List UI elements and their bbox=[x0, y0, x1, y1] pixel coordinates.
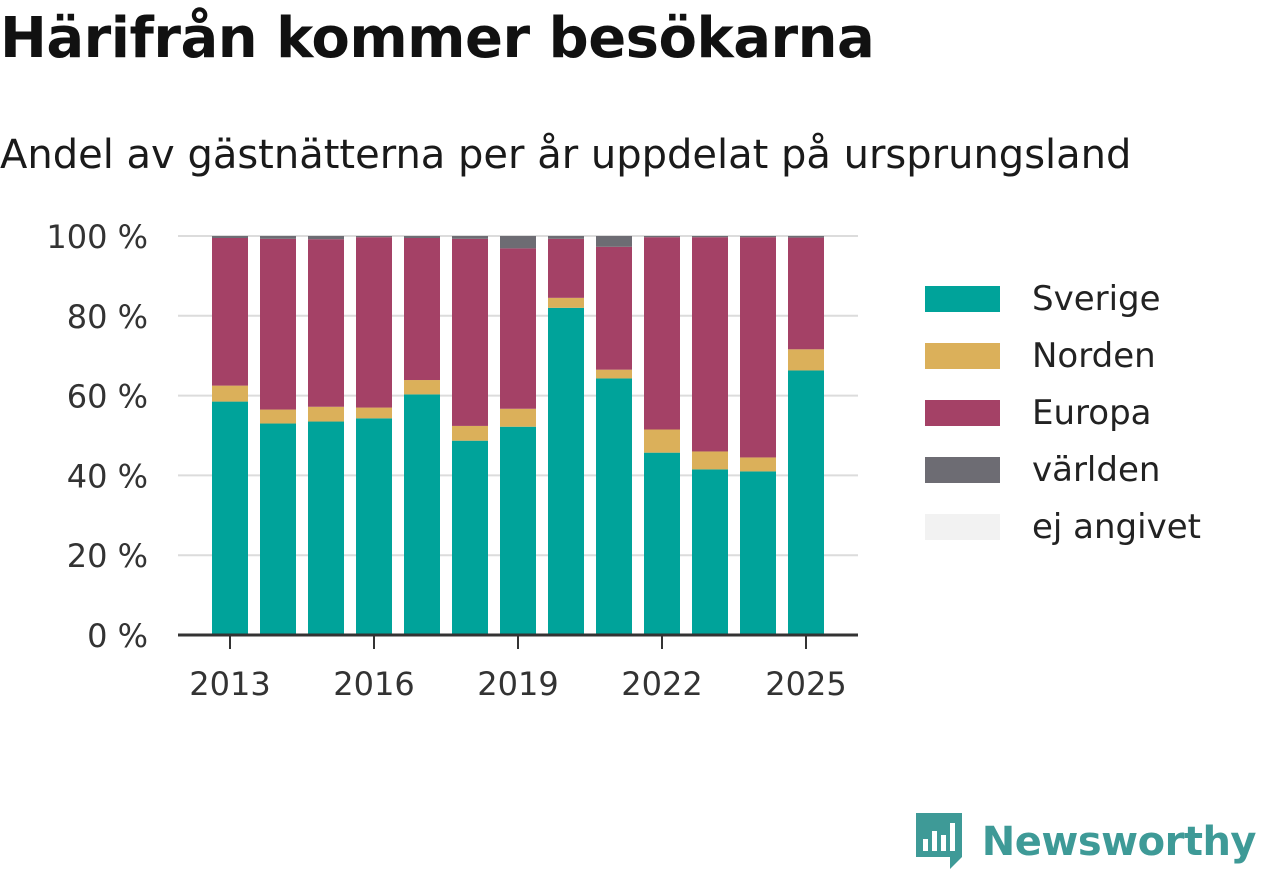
legend-label: Europa bbox=[1032, 392, 1152, 433]
legend-item: världen bbox=[925, 441, 1201, 498]
bar-segment-europa bbox=[260, 238, 296, 410]
legend-item: Europa bbox=[925, 384, 1201, 441]
brand: Newsworthy bbox=[914, 811, 1257, 873]
bar-segment-sverige bbox=[260, 423, 296, 635]
bar-segment-sverige bbox=[740, 471, 776, 635]
bar-segment-norden bbox=[692, 451, 728, 470]
legend-label: världen bbox=[1032, 449, 1161, 490]
legend-swatch bbox=[925, 342, 1000, 369]
bar-segment-sverige bbox=[548, 307, 584, 635]
y-tick-label: 80 % bbox=[67, 298, 148, 336]
chart-subtitle: Andel av gästnätterna per år uppdelat på… bbox=[0, 132, 1132, 178]
bar-segment-sverige bbox=[788, 370, 824, 635]
y-tick-label: 60 % bbox=[67, 378, 148, 416]
legend-swatch bbox=[925, 285, 1000, 312]
chart-legend: Sverige Norden Europa världen ej angivet bbox=[925, 270, 1201, 555]
legend-item: Norden bbox=[925, 327, 1201, 384]
bar-segment-sverige bbox=[644, 452, 680, 635]
bar-segment-europa bbox=[500, 248, 536, 409]
bar-segment-världen bbox=[452, 236, 488, 239]
bar-segment-europa bbox=[596, 246, 632, 370]
bar-segment-norden bbox=[308, 406, 344, 422]
bar-segment-världen bbox=[788, 236, 824, 238]
legend-item: ej angivet bbox=[925, 498, 1201, 555]
bar-segment-världen bbox=[404, 236, 440, 238]
bar-segment-europa bbox=[212, 237, 248, 386]
bar-segment-världen bbox=[740, 236, 776, 238]
bar-segment-norden bbox=[452, 425, 488, 441]
chart-title: Härifrån kommer besökarna bbox=[0, 6, 875, 71]
bar-segment-europa bbox=[692, 237, 728, 452]
x-tick-label: 2019 bbox=[477, 665, 558, 703]
bar-segment-norden bbox=[644, 429, 680, 453]
x-tick-label: 2013 bbox=[189, 665, 270, 703]
x-tick-label: 2025 bbox=[765, 665, 846, 703]
legend-swatch bbox=[925, 513, 1000, 540]
bar-segment-världen bbox=[212, 236, 248, 238]
legend-swatch bbox=[925, 399, 1000, 426]
bar-segment-europa bbox=[356, 237, 392, 408]
y-tick-label: 20 % bbox=[67, 537, 148, 575]
bar-segment-europa bbox=[788, 237, 824, 350]
bar-segment-sverige bbox=[404, 394, 440, 635]
bar-segment-världen bbox=[596, 236, 632, 247]
newsworthy-logo-icon bbox=[915, 813, 962, 869]
bar-segment-norden bbox=[548, 297, 584, 308]
legend-item: Sverige bbox=[925, 270, 1201, 327]
bar-segment-sverige bbox=[308, 421, 344, 635]
bar-segment-norden bbox=[788, 349, 824, 371]
bar-segment-sverige bbox=[596, 378, 632, 635]
bar-segment-sverige bbox=[212, 401, 248, 635]
bar-segment-europa bbox=[404, 237, 440, 381]
bar-segment-världen bbox=[644, 236, 680, 238]
x-tick-label: 2022 bbox=[621, 665, 702, 703]
bar-segment-norden bbox=[356, 407, 392, 419]
bar-segment-europa bbox=[308, 239, 344, 407]
x-tick-label: 2016 bbox=[333, 665, 414, 703]
y-tick-label: 40 % bbox=[67, 457, 148, 495]
bar-segment-sverige bbox=[692, 469, 728, 635]
y-tick-label: 0 % bbox=[87, 617, 148, 655]
bar-segment-världen bbox=[356, 236, 392, 238]
bar-segment-världen bbox=[308, 236, 344, 240]
bar-segment-norden bbox=[212, 385, 248, 402]
legend-swatch bbox=[925, 456, 1000, 483]
bar-segment-världen bbox=[548, 236, 584, 239]
bar-segment-europa bbox=[452, 238, 488, 426]
legend-label: Sverige bbox=[1032, 278, 1161, 319]
bar-segment-norden bbox=[596, 369, 632, 379]
bar-segment-europa bbox=[740, 237, 776, 458]
legend-label: ej angivet bbox=[1032, 506, 1201, 547]
bar-segment-europa bbox=[644, 237, 680, 430]
y-tick-label: 100 % bbox=[46, 218, 148, 256]
legend-label: Norden bbox=[1032, 335, 1156, 376]
bar-segment-världen bbox=[500, 236, 536, 249]
bar-segment-sverige bbox=[356, 418, 392, 635]
bar-segment-europa bbox=[548, 238, 584, 298]
brand-name: Newsworthy bbox=[981, 819, 1257, 865]
bar-segment-norden bbox=[404, 380, 440, 395]
bar-segment-sverige bbox=[452, 440, 488, 635]
bar-segment-norden bbox=[500, 408, 536, 427]
bar-segment-världen bbox=[260, 236, 296, 239]
bar-segment-norden bbox=[740, 457, 776, 472]
bar-segment-sverige bbox=[500, 426, 536, 635]
bar-segment-norden bbox=[260, 409, 296, 424]
bar-segment-världen bbox=[692, 236, 728, 238]
